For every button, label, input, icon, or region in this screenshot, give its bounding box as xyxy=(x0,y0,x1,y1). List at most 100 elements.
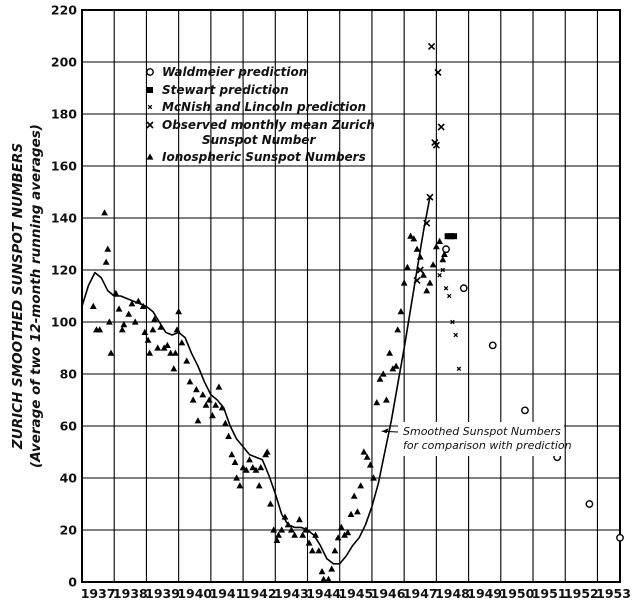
annotation-arrowhead xyxy=(381,428,389,434)
triangle-point xyxy=(273,536,281,543)
triangle-point xyxy=(354,508,361,515)
y-axis-sublabel: (Average of two 12-month running average… xyxy=(28,124,44,468)
triangle-point xyxy=(370,474,377,481)
triangle-point xyxy=(278,526,286,533)
x-tick-label: 1943 xyxy=(274,586,309,601)
x-point xyxy=(423,219,431,227)
x-tick-label: 1941 xyxy=(210,586,245,601)
triangle-point xyxy=(407,232,414,239)
small-x-point xyxy=(443,285,449,291)
triangle-point xyxy=(249,464,257,471)
triangle-point xyxy=(131,318,139,325)
circle-point xyxy=(488,341,497,350)
triangle-point xyxy=(436,237,443,244)
circle-point xyxy=(442,245,450,254)
triangle-point xyxy=(163,341,171,348)
triangle-point xyxy=(429,261,437,268)
x-tick-label: 1948 xyxy=(435,586,470,601)
y-tick-label: 140 xyxy=(51,211,77,226)
x-tick-label: 1940 xyxy=(177,586,212,601)
triangle-point xyxy=(209,412,216,419)
triangle-point xyxy=(410,235,418,242)
x-axis: 1937193819391940194119421943194419451946… xyxy=(81,586,631,601)
legend-label: Waldmeier prediction xyxy=(162,65,307,79)
y-tick-label: 200 xyxy=(51,55,77,70)
x-point xyxy=(427,42,436,50)
triangle-point xyxy=(112,289,120,296)
triangle-point xyxy=(178,339,186,346)
triangle-point xyxy=(199,391,207,398)
triangle-point xyxy=(236,482,244,489)
triangle-point xyxy=(212,401,220,408)
triangle-point xyxy=(242,466,250,473)
x-tick-label: 1938 xyxy=(113,586,148,601)
triangle-point xyxy=(341,531,348,538)
y-tick-label: 40 xyxy=(60,471,78,486)
x-tick-label: 1944 xyxy=(306,586,341,601)
triangle-point xyxy=(167,349,174,356)
square-point xyxy=(444,233,451,240)
y-tick-label: 80 xyxy=(60,367,78,382)
x-tick-label: 1942 xyxy=(242,586,277,601)
annotation-line1: Smoothed Sunspot Numbers xyxy=(403,425,561,438)
triangle-point xyxy=(186,378,194,385)
triangle-point xyxy=(263,448,271,455)
circle-point xyxy=(616,533,624,542)
legend-marker xyxy=(146,121,154,129)
y-axis-label-group: ZURICH SMOOTHED SUNSPOT NUMBERS (Average… xyxy=(10,124,44,468)
x-point xyxy=(426,193,434,201)
triangle-point xyxy=(231,458,239,465)
triangle-point xyxy=(357,482,365,489)
triangle-point xyxy=(296,516,303,523)
triangle-point xyxy=(347,510,355,517)
legend-marker xyxy=(146,153,154,160)
triangle-point xyxy=(392,362,400,369)
triangle-point xyxy=(315,547,323,554)
triangle-point xyxy=(149,326,157,333)
x-tick-label: 1953 xyxy=(596,586,631,601)
triangle-point xyxy=(154,344,162,351)
x-tick-label: 1937 xyxy=(81,586,116,601)
small-x-point xyxy=(456,366,462,372)
triangle-point xyxy=(104,245,112,252)
y-tick-label: 120 xyxy=(51,263,77,278)
triangle-point xyxy=(172,349,179,356)
legend: Waldmeier prediction Stewart prediction Mc… xyxy=(146,65,375,164)
triangle-point xyxy=(350,492,358,499)
triangle-point xyxy=(299,531,307,538)
triangle-point xyxy=(328,565,336,572)
x-tick-label: 1951 xyxy=(532,586,567,601)
small-x-point xyxy=(437,272,442,278)
circle-point xyxy=(521,406,529,415)
triangle-point xyxy=(151,315,158,322)
triangle-point xyxy=(288,526,295,533)
triangle-point xyxy=(383,396,390,403)
legend-marker xyxy=(146,68,154,76)
triangle-point xyxy=(144,336,152,343)
x-point xyxy=(432,141,440,149)
triangle-point xyxy=(386,349,394,356)
y-tick-label: 0 xyxy=(68,575,77,590)
x-tick-label: 1952 xyxy=(564,586,599,601)
triangle-point xyxy=(284,521,292,528)
y-tick-label: 60 xyxy=(60,419,78,434)
triangle-point xyxy=(218,404,226,411)
triangle-point xyxy=(255,482,263,489)
square-point xyxy=(447,233,454,240)
x-point xyxy=(437,123,445,131)
legend-label: Stewart prediction xyxy=(162,83,289,97)
triangle-point xyxy=(146,349,154,356)
legend-marker xyxy=(147,87,153,93)
triangle-point xyxy=(423,287,431,294)
small-x-point xyxy=(446,293,452,299)
x-tick-label: 1950 xyxy=(500,586,535,601)
y-tick-label: 100 xyxy=(51,315,77,330)
triangle-point xyxy=(379,370,387,377)
triangle-point xyxy=(134,297,142,304)
x-tick-label: 1945 xyxy=(338,586,373,601)
triangle-point xyxy=(96,326,104,333)
legend-label: McNish and Lincoln prediction xyxy=(162,100,366,114)
y-tick-label: 20 xyxy=(60,523,78,538)
triangle-point xyxy=(205,396,213,403)
